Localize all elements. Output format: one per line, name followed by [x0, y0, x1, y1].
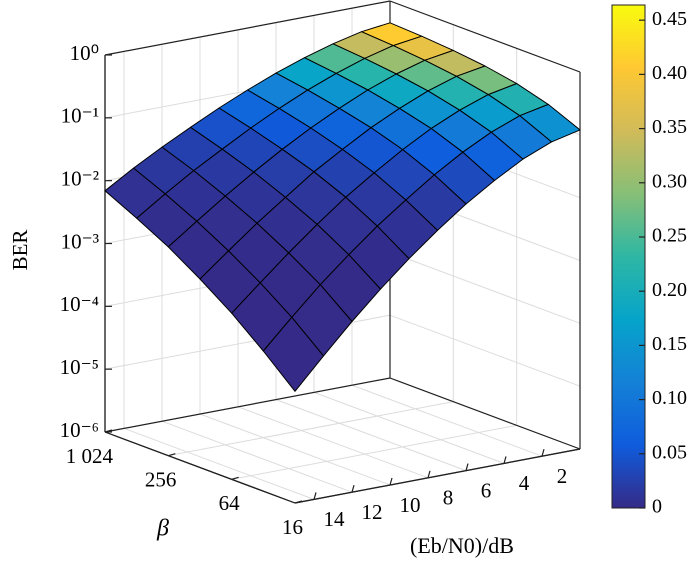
x-tick [351, 485, 355, 493]
z-tick-label: 10⁻² [61, 166, 99, 190]
surface-cell [262, 316, 324, 392]
colorbar-tick-label: 0.30 [652, 170, 687, 192]
y-tick [168, 453, 176, 457]
grid-line [199, 413, 391, 486]
z-tick-label: 10⁻¹ [61, 104, 99, 128]
grid-line [231, 424, 517, 480]
x-tick [313, 492, 317, 500]
x-tick-label: 12 [362, 500, 383, 524]
axis-line [104, 0, 391, 56]
axis-line [389, 0, 581, 73]
y-tick-label: 1 024 [66, 444, 114, 468]
colorbar-tick-label: 0.35 [652, 116, 687, 138]
x-tick-label: 6 [481, 478, 492, 502]
colorbar-tick-label: 0.05 [652, 441, 687, 463]
y-tick [231, 476, 239, 480]
x-tick-label: 4 [519, 471, 530, 495]
x-tick [427, 470, 431, 478]
grid-line [168, 401, 454, 457]
y-axis-title: β [156, 516, 169, 542]
z-tick-label: 10⁻⁴ [60, 292, 99, 316]
floor [105, 378, 580, 503]
grid-line [389, 251, 581, 324]
x-tick [389, 477, 393, 486]
axis-line [294, 448, 581, 504]
grid-line [123, 427, 315, 500]
x-tick [465, 463, 469, 471]
x-tick-label: 10 [400, 493, 421, 517]
y-tick-label: 64 [219, 491, 241, 515]
z-tick-label: 10⁻⁵ [60, 355, 99, 379]
axis-labels: 10⁻⁶ 10⁻⁵ 10⁻⁴ 10⁻³ 10⁻² 10⁻¹ 10⁰ 2 4 6 8 10 12 14 16 6… [60, 41, 568, 539]
z-tick-label: 10⁻⁶ [60, 418, 99, 442]
axis-line [389, 377, 581, 450]
x-tick-label: 8 [443, 486, 454, 510]
colorbar-tick-label: 0.10 [652, 387, 687, 409]
surface [104, 22, 581, 392]
grid-line [313, 391, 505, 464]
x-tick [541, 449, 545, 457]
x-tick-label: 2 [557, 464, 568, 488]
y-tick [104, 429, 113, 433]
grid-line [237, 406, 429, 479]
grid-line [275, 399, 467, 472]
y-tick-label: 256 [145, 467, 177, 491]
colorbar-tick-label: 0 [652, 496, 662, 518]
y-tick [294, 500, 303, 504]
y-tick-label: 16 [282, 515, 303, 539]
colorbar [611, 4, 646, 509]
z-tick-label: 10⁻³ [61, 229, 99, 253]
axis-line [104, 431, 296, 504]
x-tick [503, 456, 507, 464]
colorbar-tick-label: 0.40 [652, 62, 687, 84]
x-axis-title: (Eb/N0)/dB [410, 533, 514, 558]
axis-line [104, 377, 391, 433]
grid-line [161, 420, 353, 493]
x-tick-label: 14 [324, 507, 346, 531]
colorbar-tick-label: 0.25 [652, 225, 687, 247]
colorbar-tick-label: 0.20 [652, 279, 687, 301]
z-tick-label: 10⁰ [70, 41, 99, 65]
z-axis-title: BER [8, 230, 32, 271]
colorbar-tick-label: 0.15 [652, 333, 687, 355]
grid-line [351, 384, 543, 457]
grid-line [389, 314, 581, 387]
colorbar-tick-label: 0.45 [652, 8, 687, 30]
